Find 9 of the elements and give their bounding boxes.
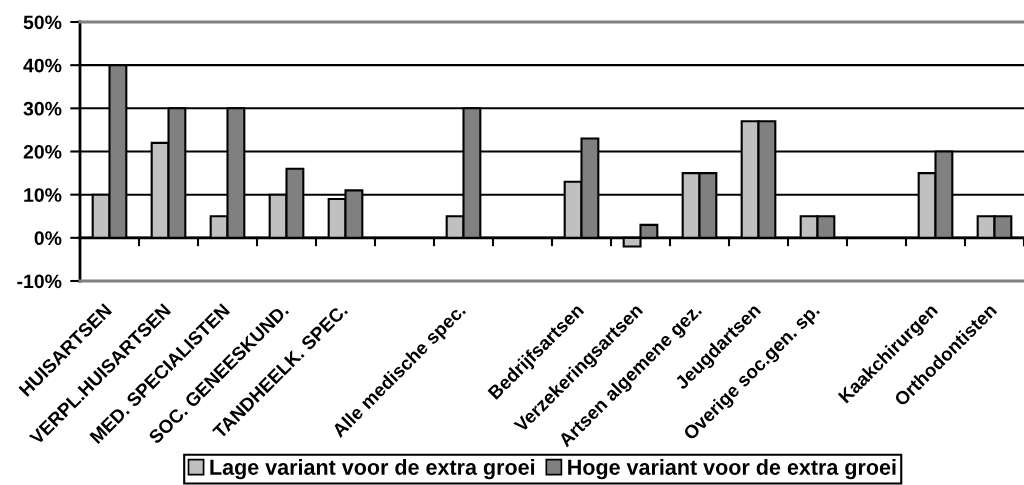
y-tick-label: 40% [23,58,62,73]
y-tick-label: 10% [24,188,62,202]
y-tick-label: 50% [23,15,62,30]
y-tick-label: 0% [34,231,62,246]
y-tick-label: 20% [23,144,62,159]
legend-label: Lage variant voor de extra groei [210,459,535,480]
y-tick-label: 30% [23,101,62,116]
y-tick-label: -10% [17,274,62,289]
legend-label: Hoge variant voor de extra groei [568,459,896,480]
